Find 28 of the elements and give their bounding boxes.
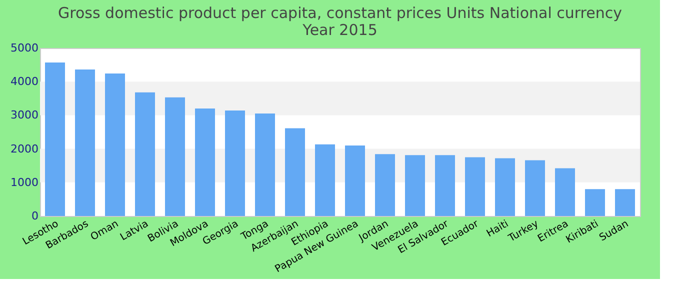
y-tick-label: 3000 (10, 108, 38, 122)
bar (75, 70, 95, 216)
bar (405, 155, 425, 216)
bar (585, 189, 605, 216)
text: Gross domestic product per capita, constant prices Units National currency (58, 4, 622, 22)
y-tick-label: 0 (32, 210, 38, 222)
bar (195, 108, 215, 216)
bar (465, 157, 485, 216)
bar (315, 144, 335, 216)
bar (525, 160, 545, 216)
y-tick-label: 2000 (10, 142, 38, 156)
bar (45, 62, 65, 216)
bar (255, 114, 275, 216)
bar (375, 154, 395, 216)
bar (225, 110, 245, 216)
bar (105, 74, 125, 216)
y-tick-label: 4000 (10, 75, 38, 88)
y-tick-label: 1000 (10, 176, 38, 189)
bar (165, 97, 185, 216)
bar (345, 145, 365, 216)
bar (555, 168, 575, 216)
bar (615, 189, 635, 216)
bar (285, 128, 305, 216)
text: Year 2015 (302, 21, 378, 39)
bar (495, 158, 515, 216)
y-tick-label: 5000 (10, 42, 38, 54)
bar (135, 92, 155, 216)
bar (435, 155, 455, 216)
